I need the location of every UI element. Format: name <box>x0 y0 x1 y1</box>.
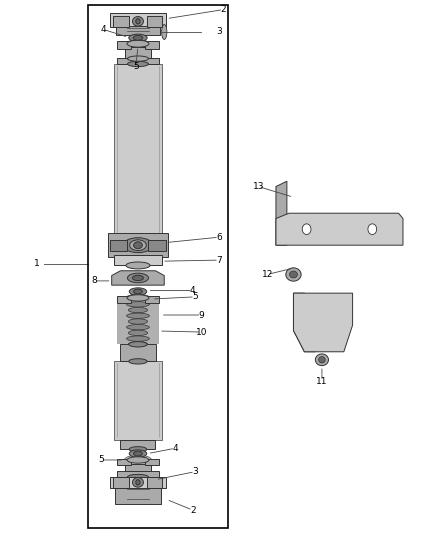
Ellipse shape <box>124 40 152 50</box>
Ellipse shape <box>123 238 153 253</box>
Text: 3: 3 <box>216 28 222 36</box>
Text: 5: 5 <box>133 62 139 71</box>
Ellipse shape <box>318 357 325 363</box>
Polygon shape <box>120 344 156 361</box>
Ellipse shape <box>127 302 149 307</box>
Text: 13: 13 <box>253 182 264 191</box>
Ellipse shape <box>129 447 147 452</box>
Ellipse shape <box>127 474 148 480</box>
Polygon shape <box>110 13 166 27</box>
Ellipse shape <box>315 354 328 366</box>
Polygon shape <box>114 64 162 235</box>
Ellipse shape <box>129 288 147 295</box>
Ellipse shape <box>136 19 140 24</box>
Ellipse shape <box>302 224 311 235</box>
Ellipse shape <box>127 61 148 67</box>
Text: 3: 3 <box>192 467 198 476</box>
Text: 4: 4 <box>173 444 178 453</box>
Polygon shape <box>120 440 155 449</box>
Polygon shape <box>293 293 353 352</box>
Polygon shape <box>117 296 131 303</box>
Text: 7: 7 <box>216 256 222 264</box>
Ellipse shape <box>368 224 377 235</box>
Text: 5: 5 <box>192 293 198 301</box>
Ellipse shape <box>129 359 147 364</box>
Polygon shape <box>117 41 131 49</box>
Polygon shape <box>276 181 287 245</box>
Ellipse shape <box>134 451 142 456</box>
Polygon shape <box>145 459 159 465</box>
Polygon shape <box>148 240 166 251</box>
Ellipse shape <box>132 478 143 487</box>
Ellipse shape <box>127 336 149 341</box>
Ellipse shape <box>128 330 148 336</box>
Polygon shape <box>125 47 151 59</box>
Ellipse shape <box>127 325 149 330</box>
Text: 11: 11 <box>316 377 328 385</box>
Text: 9: 9 <box>198 311 205 319</box>
Polygon shape <box>112 271 164 285</box>
Polygon shape <box>147 16 162 27</box>
Ellipse shape <box>127 273 148 282</box>
Ellipse shape <box>129 34 147 42</box>
Text: 2: 2 <box>190 506 195 514</box>
Ellipse shape <box>128 308 148 313</box>
Polygon shape <box>116 26 160 35</box>
Ellipse shape <box>162 25 167 39</box>
Ellipse shape <box>133 35 143 40</box>
Polygon shape <box>113 477 129 488</box>
Polygon shape <box>110 240 127 251</box>
Text: 10: 10 <box>196 328 207 336</box>
Polygon shape <box>108 233 168 257</box>
Polygon shape <box>110 477 166 488</box>
Ellipse shape <box>129 342 147 347</box>
Polygon shape <box>147 477 162 488</box>
Text: 12: 12 <box>261 270 273 279</box>
Polygon shape <box>117 471 159 477</box>
Polygon shape <box>113 16 129 27</box>
Polygon shape <box>114 255 162 265</box>
Ellipse shape <box>134 289 142 294</box>
Polygon shape <box>114 361 162 440</box>
Text: 4: 4 <box>190 286 195 295</box>
Text: 4: 4 <box>100 25 106 34</box>
Text: 1: 1 <box>34 260 40 268</box>
Polygon shape <box>293 293 315 352</box>
Ellipse shape <box>132 275 143 280</box>
Polygon shape <box>117 459 131 465</box>
Ellipse shape <box>124 455 152 465</box>
Ellipse shape <box>130 240 146 251</box>
Ellipse shape <box>127 295 149 301</box>
Ellipse shape <box>125 294 151 304</box>
Ellipse shape <box>132 17 143 26</box>
Text: 8: 8 <box>91 277 97 285</box>
Ellipse shape <box>134 242 142 248</box>
Text: 5: 5 <box>98 456 104 464</box>
Polygon shape <box>117 58 159 64</box>
Ellipse shape <box>128 319 148 324</box>
Ellipse shape <box>127 56 148 61</box>
Text: 6: 6 <box>216 233 222 241</box>
Ellipse shape <box>127 313 149 318</box>
Text: 2: 2 <box>221 5 226 14</box>
Ellipse shape <box>129 450 147 457</box>
Ellipse shape <box>128 342 148 347</box>
Ellipse shape <box>126 262 150 269</box>
Ellipse shape <box>286 268 301 281</box>
Ellipse shape <box>127 40 149 47</box>
Ellipse shape <box>136 480 140 485</box>
Polygon shape <box>145 41 159 49</box>
Polygon shape <box>117 304 159 344</box>
Polygon shape <box>276 213 403 245</box>
Ellipse shape <box>127 457 149 463</box>
Ellipse shape <box>290 271 297 278</box>
Polygon shape <box>125 464 151 472</box>
Polygon shape <box>145 296 159 303</box>
Polygon shape <box>115 487 161 504</box>
